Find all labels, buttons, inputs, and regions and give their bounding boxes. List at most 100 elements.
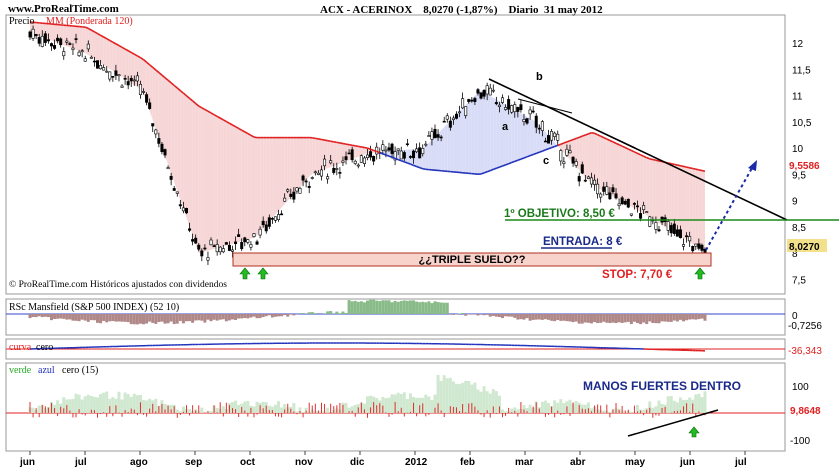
ma-line-segment [155,69,160,74]
price-ma-fill [250,135,254,239]
x-tick-label: mar [515,457,533,468]
price-ma-fill [263,137,267,229]
candle-body [626,198,630,208]
last-price-label: 8,0270 [789,242,820,253]
candle-body [313,171,317,174]
price-ma-fill [490,96,494,171]
price-ma-fill [94,31,98,61]
candle-body [476,89,480,94]
price-ma-fill [171,82,175,183]
ma-line-segment [352,144,356,147]
candle-body [316,172,320,175]
candle-body [577,176,581,182]
x-tick-label: may [625,457,645,468]
ma-line-segment [164,77,169,81]
candle-body [301,175,305,181]
candle-body [295,187,299,192]
candle-body [286,189,290,192]
candle-body [510,105,514,113]
rsc-panel-frame [5,298,786,336]
price-ma-fill [229,123,233,245]
candle-body [507,99,511,110]
ma-line-segment [112,41,117,45]
candle-body [565,148,569,156]
candle-body [531,110,535,113]
price-ma-fill [536,121,540,154]
ma-line-segment [643,155,648,159]
candle-body [697,243,701,249]
price-ma-fill [471,95,475,174]
price-ma-fill [165,77,169,165]
ma-line-segment [136,55,141,59]
ma-line-segment [520,157,525,160]
price-ma-fill [125,49,129,81]
price-ma-fill [266,137,270,225]
price-ma-fill [281,137,285,208]
price-ma-fill [183,93,187,218]
ma-line-segment [376,150,381,154]
candle-body [421,148,425,155]
price-ma-fill [619,144,623,202]
buy-arrow-icon [239,267,251,280]
candle-body [166,167,170,170]
price-ma-fill [520,113,524,160]
ma-line-segment [87,27,92,31]
price-ma-fill [579,136,583,174]
ma-line-segment [336,141,341,144]
candle-body [215,244,219,253]
ma-line-segment [318,138,322,141]
candle-body [224,242,228,245]
candle-body [393,151,397,161]
price-ma-fill [453,114,457,173]
candle-body [669,225,673,234]
price-ma-fill [355,145,359,158]
ma-line-segment [348,143,353,147]
ma-line-segment [324,139,328,142]
candle-body [568,150,572,154]
candle-body [200,250,204,257]
price-ma-fill [364,147,368,155]
ma-line-segment [689,167,693,170]
candle-body [580,164,584,174]
price-ma-fill [701,170,705,252]
candle-body [464,106,468,116]
rsc-legend: RSc Mansfield (S&P 500 INDEX) (52 10) [9,302,179,313]
candle-body [559,150,563,162]
candle-body [264,224,268,232]
candle-body [53,45,57,49]
projection-arrow [705,167,753,251]
price-ma-fill [622,146,626,204]
ma-line-segment [529,153,534,157]
price-ma-fill [82,26,86,54]
ma-line-segment [124,48,129,52]
ma-line-segment [677,164,681,167]
price-ma-fill [481,90,485,175]
ma-line-segment [100,34,105,38]
vol-series [6,374,785,418]
candle-body [341,160,345,163]
ma-line-segment [342,142,347,145]
candle-body [390,143,394,154]
rsc-tick-0: 0 [792,311,798,322]
ma-line-segment [597,134,602,137]
candle-body [234,241,238,245]
candle-body [605,186,609,195]
entry-label: ENTRADA: 8 € [543,236,623,248]
price-ma-fill [186,95,190,227]
candle-body [672,223,676,234]
ma-line-segment [367,147,371,151]
price-ma-fill [477,90,482,175]
candle-body [270,218,274,220]
ma-line-segment [652,158,657,162]
ma-line-segment [542,149,546,152]
price-ma-fill [155,69,159,138]
triple-bottom-box [232,252,712,267]
price-ma-fill [312,137,316,175]
curve-series [6,342,785,352]
price-ma-fill [207,111,212,251]
candle-body [151,123,155,127]
price-ma-fill [217,116,221,249]
price-ma-fill [327,140,331,169]
ma-line-segment [514,159,519,163]
candle-body [277,214,281,221]
